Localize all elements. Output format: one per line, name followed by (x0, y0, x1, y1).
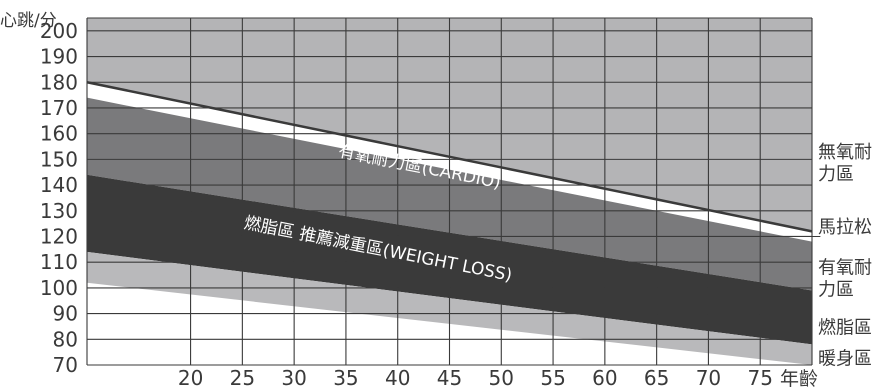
x-axis-label: 年齡 (780, 368, 818, 389)
y-tick-label-120: 120 (40, 224, 78, 248)
x-tick-label-65: 65 (644, 366, 669, 389)
y-tick-label-150: 150 (40, 147, 78, 171)
right-label-1-0: 馬拉松 (818, 217, 872, 238)
x-tick-label-30: 30 (281, 366, 306, 389)
y-tick-label-140: 140 (40, 173, 78, 197)
right-label-4-0: 暖身區 (818, 348, 872, 369)
y-tick-label-110: 110 (40, 250, 78, 274)
y-tick-label-90: 90 (53, 302, 78, 326)
y-tick-label-160: 160 (40, 122, 78, 146)
x-tick-label-60: 60 (592, 366, 617, 389)
right-label-2-1: 力區 (818, 280, 854, 301)
grid-lines (86, 17, 813, 366)
x-tick-label-55: 55 (540, 366, 565, 389)
x-tick-label-35: 35 (333, 366, 358, 389)
right-label-3-0: 燃脂區 (818, 317, 872, 338)
right-label-0-0: 無氧耐 (818, 142, 872, 163)
y-tick-label-80: 80 (53, 327, 78, 351)
x-tick-label-40: 40 (385, 366, 410, 389)
x-tick-label-20: 20 (178, 366, 203, 389)
y-axis-label: 心跳/分 (0, 11, 57, 31)
y-tick-label-100: 100 (40, 276, 78, 300)
y-tick-label-70: 70 (53, 353, 78, 377)
y-tick-label-200: 200 (40, 19, 78, 43)
x-tick-label-70: 70 (696, 366, 721, 389)
y-tick-label-170: 170 (40, 96, 78, 120)
x-axis-ticks: 20 25 30 35 40 45 50 55 60 65 70 75 (178, 366, 773, 389)
x-tick-label-25: 25 (230, 366, 255, 389)
x-tick-label-45: 45 (437, 366, 462, 389)
y-tick-label-130: 130 (40, 199, 78, 223)
x-tick-label-50: 50 (489, 366, 514, 389)
x-tick-label-75: 75 (747, 366, 772, 389)
right-label-0-1: 力區 (818, 164, 854, 185)
right-label-2-0: 有氧耐 (818, 258, 872, 279)
y-tick-label-190: 190 (40, 45, 78, 69)
y-tick-label-180: 180 (40, 70, 78, 94)
